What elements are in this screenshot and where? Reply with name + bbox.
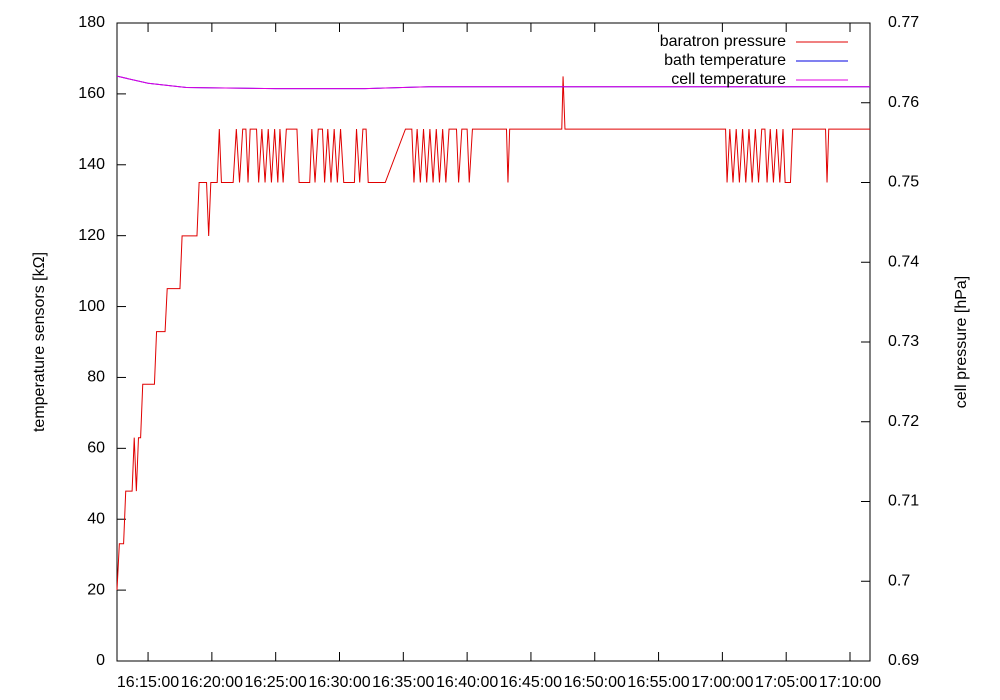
y-tick-label: 160 xyxy=(78,85,105,102)
y-tick-label: 60 xyxy=(87,440,105,457)
x-tick-label: 17:10:00 xyxy=(819,674,881,691)
y-tick-label: 100 xyxy=(78,298,105,315)
y2-tick-label: 0.71 xyxy=(888,493,919,510)
y-tick-label: 0 xyxy=(96,652,105,669)
y2-tick-label: 0.69 xyxy=(888,652,919,669)
x-tick-label: 16:45:00 xyxy=(500,674,562,691)
y2-tick-label: 0.77 xyxy=(888,14,919,31)
x-tick-label: 17:00:00 xyxy=(691,674,753,691)
series-line xyxy=(116,76,870,591)
x-tick-label: 16:40:00 xyxy=(436,674,498,691)
legend-label: bath temperature xyxy=(664,52,786,69)
y2-axis-label: cell pressure [hPa] xyxy=(953,276,970,409)
y2-tick-label: 0.7 xyxy=(888,572,910,589)
y-tick-label: 120 xyxy=(78,227,105,244)
x-tick-label: 16:55:00 xyxy=(627,674,689,691)
y-axis-label: temperature sensors [kΩ] xyxy=(31,252,48,432)
legend-label: baratron pressure xyxy=(660,33,786,50)
y-tick-label: 140 xyxy=(78,156,105,173)
y-tick-label: 40 xyxy=(87,510,105,527)
x-tick-label: 16:35:00 xyxy=(372,674,434,691)
x-tick-label: 16:15:00 xyxy=(117,674,179,691)
y-tick-label: 20 xyxy=(87,581,105,598)
y2-tick-label: 0.72 xyxy=(888,413,919,430)
y2-tick-label: 0.76 xyxy=(888,94,919,111)
y2-tick-label: 0.73 xyxy=(888,333,919,350)
x-tick-label: 16:20:00 xyxy=(181,674,243,691)
x-tick-label: 16:30:00 xyxy=(308,674,370,691)
y-tick-label: 80 xyxy=(87,369,105,386)
plot-frame xyxy=(116,22,871,662)
y2-tick-label: 0.75 xyxy=(888,174,919,191)
y-tick-label: 180 xyxy=(78,14,105,31)
x-tick-label: 16:50:00 xyxy=(564,674,626,691)
x-tick-label: 16:25:00 xyxy=(245,674,307,691)
series-line xyxy=(116,75,870,90)
x-tick-label: 17:05:00 xyxy=(755,674,817,691)
y2-tick-label: 0.74 xyxy=(888,253,919,270)
legend-label: cell temperature xyxy=(671,71,786,88)
